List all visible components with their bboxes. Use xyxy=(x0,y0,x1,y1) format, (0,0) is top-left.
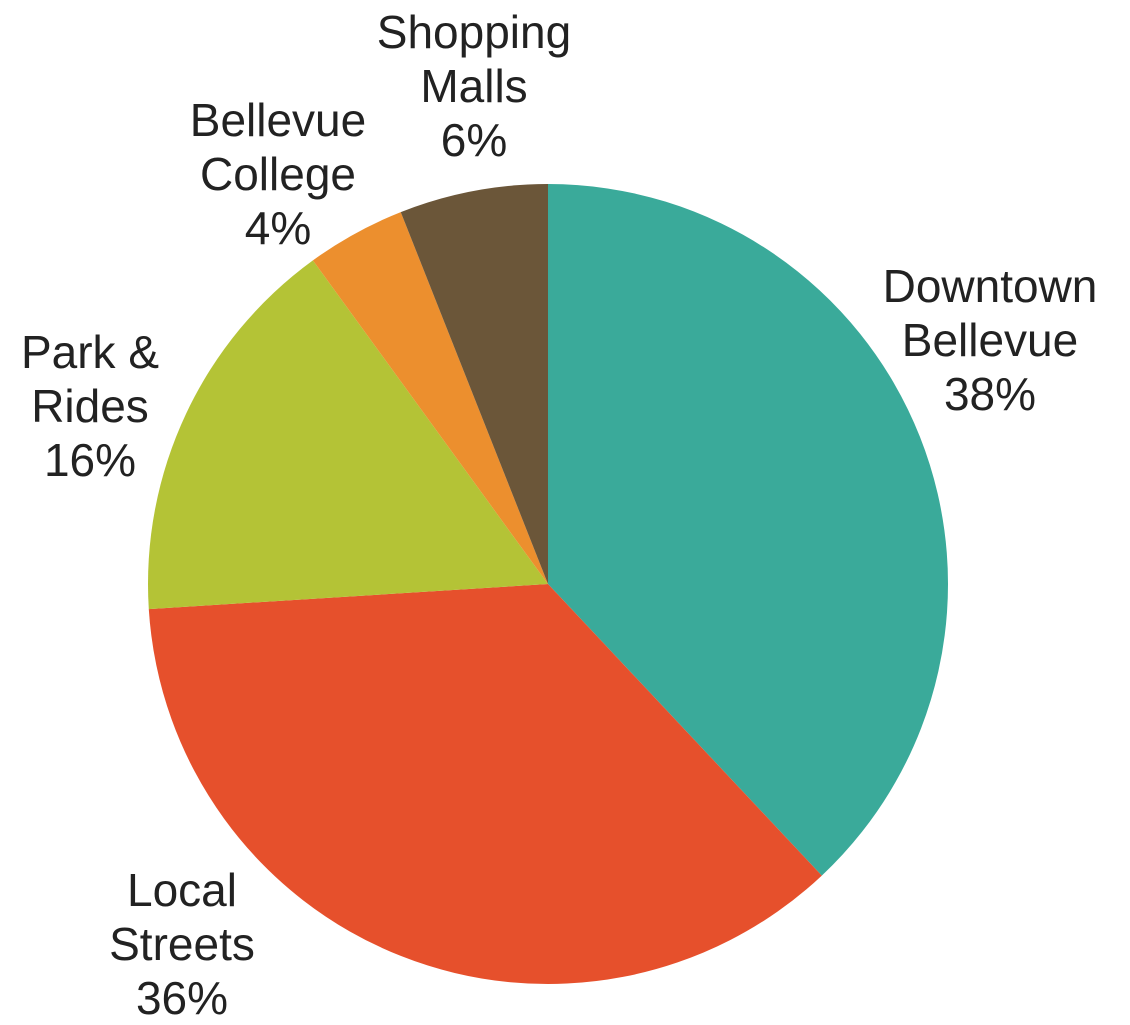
slice-label-4: Shopping Malls 6% xyxy=(377,6,571,166)
slice-name-line: College xyxy=(200,148,356,200)
slice-name-line: Local xyxy=(127,864,237,916)
slice-percent: 36% xyxy=(136,972,228,1024)
slice-name-line: Park & xyxy=(21,326,159,378)
slice-label-2: Park & Rides 16% xyxy=(21,326,159,486)
slice-label-0: Downtown Bellevue 38% xyxy=(883,260,1098,420)
slice-name-line: Bellevue xyxy=(190,94,366,146)
slice-name-line: Downtown xyxy=(883,260,1098,312)
slice-percent: 38% xyxy=(944,368,1036,420)
pie-slice-3 xyxy=(312,212,548,584)
slice-name-line: Shopping xyxy=(377,6,571,58)
slice-percent: 16% xyxy=(44,434,136,486)
slice-name-line: Malls xyxy=(420,60,527,112)
slice-name-line: Streets xyxy=(109,918,255,970)
pie-slice-0 xyxy=(548,184,949,876)
slice-percent: 4% xyxy=(245,202,311,254)
slice-name-line: Rides xyxy=(31,380,149,432)
pie-slice-2 xyxy=(148,260,548,610)
pie-slice-4 xyxy=(400,184,548,584)
pie-slices xyxy=(148,184,949,985)
pie-slice-1 xyxy=(148,584,822,985)
slice-label-3: Bellevue College 4% xyxy=(190,94,366,254)
slice-percent: 6% xyxy=(441,114,507,166)
slice-label-1: Local Streets 36% xyxy=(109,864,255,1024)
slice-name-line: Bellevue xyxy=(902,314,1078,366)
pie-labels: Downtown Bellevue 38%Local Streets 36%Park &… xyxy=(21,6,1097,1024)
